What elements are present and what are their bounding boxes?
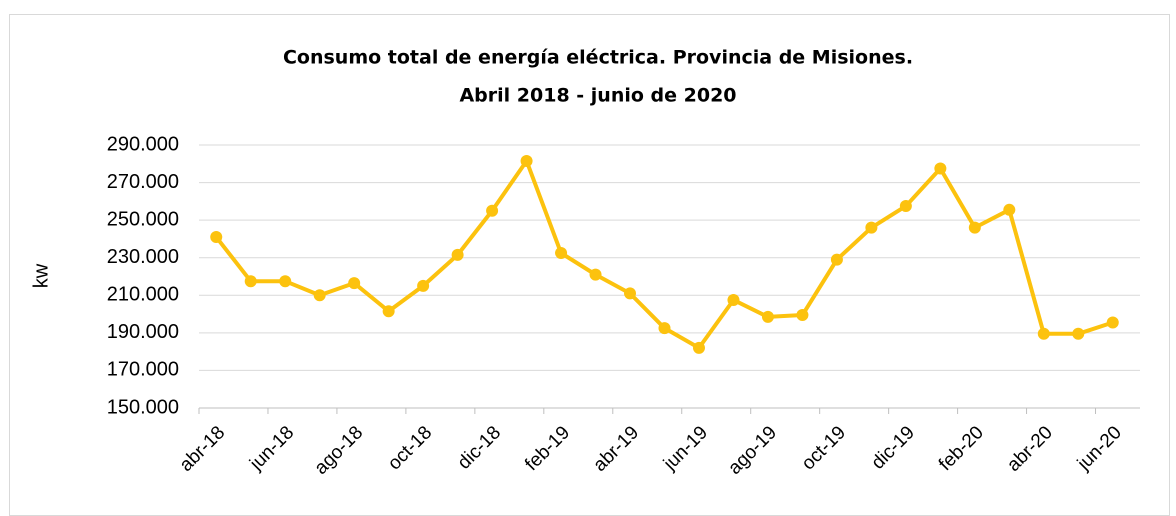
data-point bbox=[899, 200, 912, 213]
data-point bbox=[244, 275, 257, 288]
data-point bbox=[348, 277, 361, 290]
chart-subtitle: Abril 2018 - junio de 2020 bbox=[459, 85, 736, 107]
data-point bbox=[451, 248, 464, 261]
data-point bbox=[417, 279, 430, 292]
data-point bbox=[555, 247, 568, 260]
data-point bbox=[486, 204, 499, 217]
y-tick-label: 250.000 bbox=[107, 208, 179, 230]
data-point bbox=[382, 305, 395, 318]
y-tick-label: 170.000 bbox=[107, 359, 179, 381]
data-point bbox=[865, 221, 878, 234]
data-point bbox=[796, 309, 809, 322]
data-point bbox=[589, 268, 602, 281]
y-tick-label: 210.000 bbox=[107, 284, 179, 306]
data-point bbox=[520, 154, 533, 167]
data-point bbox=[1037, 327, 1050, 340]
data-point bbox=[692, 341, 705, 354]
y-tick-label: 150.000 bbox=[107, 396, 179, 418]
data-point bbox=[934, 162, 947, 175]
y-tick-label: 290.000 bbox=[107, 133, 179, 155]
y-tick-label: 230.000 bbox=[107, 246, 179, 268]
data-point bbox=[658, 322, 671, 335]
data-point bbox=[968, 221, 981, 234]
data-point bbox=[761, 310, 774, 323]
data-point bbox=[1072, 327, 1085, 340]
data-point bbox=[313, 289, 326, 302]
chart-title: Consumo total de energía eléctrica. Prov… bbox=[283, 47, 913, 69]
chart-frame bbox=[9, 14, 1170, 516]
data-point bbox=[830, 253, 843, 266]
data-point bbox=[1106, 316, 1119, 329]
y-tick-label: 270.000 bbox=[107, 171, 179, 193]
data-point bbox=[279, 275, 292, 288]
data-point bbox=[210, 231, 223, 244]
data-point bbox=[1003, 203, 1016, 216]
y-axis-label: kw bbox=[30, 263, 52, 288]
y-tick-label: 190.000 bbox=[107, 321, 179, 343]
data-point bbox=[727, 293, 740, 306]
data-point bbox=[624, 287, 637, 300]
